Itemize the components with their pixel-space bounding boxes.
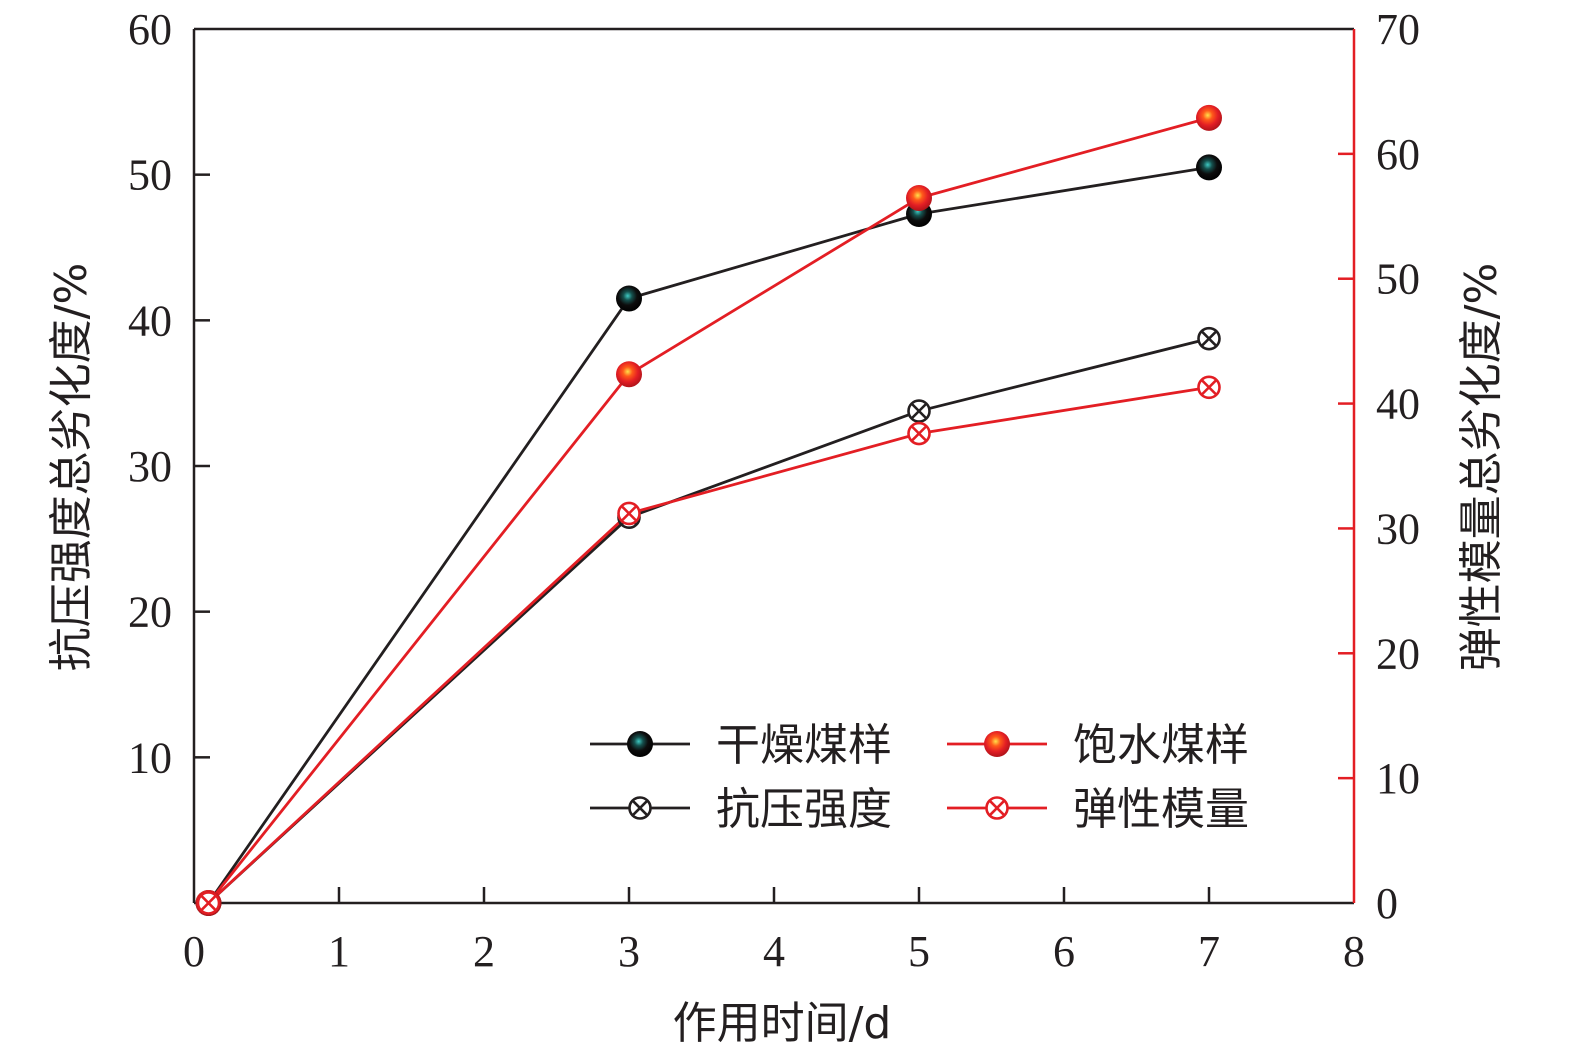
legend-marker — [984, 731, 1010, 757]
legend-marker — [627, 731, 653, 757]
x-tick-label: 8 — [1343, 927, 1365, 976]
data-point — [1196, 104, 1222, 131]
x-tick-label: 0 — [183, 927, 205, 976]
data-point — [616, 361, 642, 388]
y-right-tick-label: 60 — [1376, 130, 1420, 179]
legend-label: 抗压强度 — [716, 784, 892, 835]
y-left-tick-label: 10 — [128, 733, 172, 782]
legend-label: 饱水煤样 — [1073, 720, 1249, 771]
data-point — [617, 501, 641, 526]
legend-label: 干燥煤样 — [716, 720, 892, 771]
data-point — [196, 891, 221, 915]
data-point — [1196, 154, 1222, 181]
series-layer — [195, 104, 1222, 916]
legend-entry: 弹性模量 — [947, 784, 1249, 835]
y-left-tick-label: 50 — [128, 151, 172, 200]
y-right-tick-label: 70 — [1376, 5, 1420, 54]
data-point — [616, 285, 642, 312]
marker-cross-b — [910, 402, 928, 420]
y-right-tick-label: 20 — [1376, 629, 1420, 678]
series-line — [207, 116, 1210, 904]
y-right-tick-label: 10 — [1376, 754, 1420, 803]
marker-cross-b — [910, 425, 928, 442]
x-tick-label: 6 — [1053, 927, 1075, 976]
data-point — [1197, 326, 1221, 351]
legend-marker — [628, 796, 652, 820]
legend-marker — [985, 796, 1009, 820]
marker-cross-b — [620, 505, 638, 522]
marker-cross-b — [200, 894, 217, 912]
y-right-tick-label: 40 — [1376, 380, 1420, 429]
marker-cross-b — [1200, 378, 1218, 396]
data-point — [906, 184, 932, 211]
x-tick-label: 2 — [473, 927, 495, 976]
legend-entry: 干燥煤样 — [590, 720, 892, 771]
y-right-tick-label: 50 — [1376, 255, 1420, 304]
legend-entry: 抗压强度 — [590, 784, 892, 835]
x-tick-label: 1 — [328, 927, 350, 976]
y-right-tick-label: 30 — [1376, 504, 1420, 553]
y-left-tick-label: 40 — [128, 296, 172, 345]
x-axis-title: 作用时间/d — [673, 998, 892, 1049]
data-point — [907, 421, 931, 446]
legend-label: 弹性模量 — [1073, 784, 1249, 835]
y-left-tick-label: 60 — [128, 5, 172, 54]
y-axis-left-title: 抗压强度总劣化度/% — [46, 263, 97, 672]
x-tick-label: 7 — [1198, 927, 1220, 976]
axes: 0 1 2 3 4 5 6 7 8 10 20 30 40 50 60 0 10 20 30 40 50 60 70 — [128, 5, 1420, 976]
data-point — [907, 399, 931, 423]
series-line — [207, 337, 1210, 905]
marker-cross-b — [1200, 330, 1218, 347]
x-tick-label: 3 — [618, 927, 640, 976]
y-axis-right-title: 弹性模量总劣化度/% — [1456, 263, 1507, 672]
x-tick-label: 5 — [908, 927, 930, 976]
marker-cross-b — [631, 799, 649, 817]
data-point — [1197, 375, 1221, 400]
legend-entry: 饱水煤样 — [947, 720, 1249, 771]
y-left-tick-label: 30 — [128, 442, 172, 491]
series-line — [207, 166, 1210, 904]
series-line — [207, 385, 1210, 905]
y-right-tick-label: 0 — [1376, 879, 1398, 928]
y-left-tick-label: 20 — [128, 588, 172, 637]
x-tick-label: 4 — [763, 927, 785, 976]
marker-cross-b — [988, 799, 1006, 817]
